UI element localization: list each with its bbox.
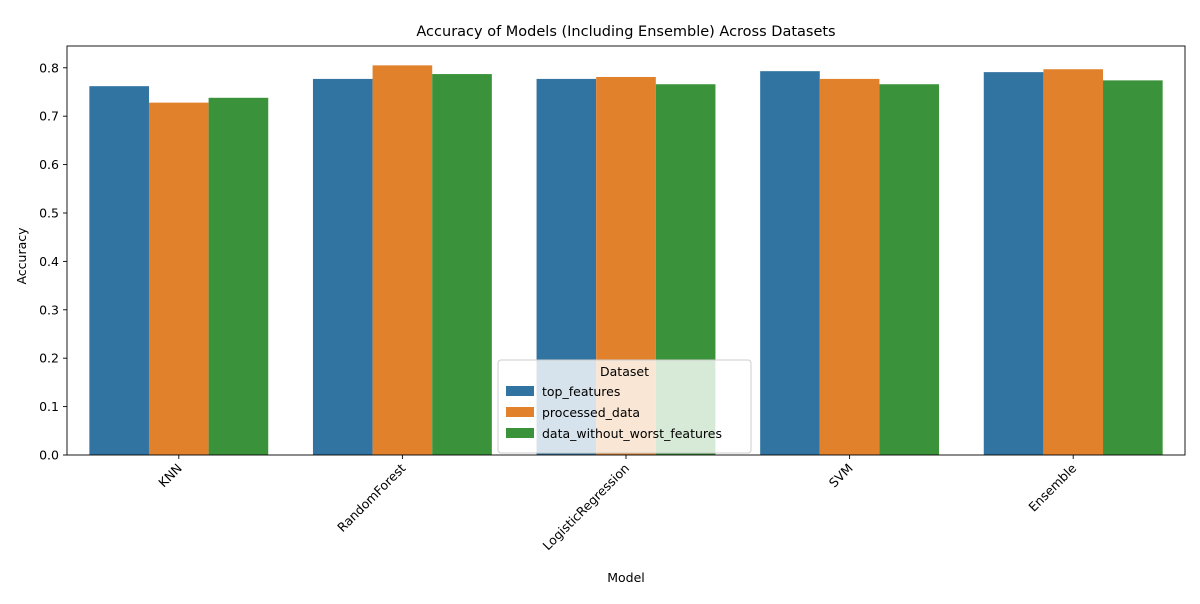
x-tick-label: LogisticRegression xyxy=(540,461,633,554)
legend-swatch-top_features xyxy=(506,386,534,396)
y-tick-label: 0.5 xyxy=(39,205,59,220)
legend-entry-processed_data: processed_data xyxy=(542,405,640,420)
bar-processed_data-Ensemble xyxy=(1043,69,1104,455)
legend-title: Dataset xyxy=(600,364,649,379)
legend: Dataset top_features processed_data data_wi… xyxy=(497,359,752,454)
y-tick-label: 0.6 xyxy=(39,157,59,172)
chart-title: Accuracy of Models (Including Ensemble) … xyxy=(416,24,835,40)
legend-swatch-processed_data xyxy=(506,407,534,417)
x-tick-label: Ensemble xyxy=(1025,460,1079,514)
legend-entry-data_without_worst_features: data_without_worst_features xyxy=(542,426,722,441)
bar-processed_data-KNN xyxy=(148,102,209,455)
bar-processed_data-SVM xyxy=(819,78,880,456)
x-tick-label: KNN xyxy=(155,461,185,491)
x-tick-label: SVM xyxy=(826,461,856,491)
legend-entry-top_features: top_features xyxy=(542,384,620,399)
y-tick-label: 0.7 xyxy=(39,109,59,124)
bar-processed_data-RandomForest xyxy=(372,65,433,455)
bar-top_features-SVM xyxy=(760,71,820,456)
bar-top_features-Ensemble xyxy=(983,72,1044,456)
bar-data_without_worst_features-Ensemble xyxy=(1103,80,1163,456)
legend-box xyxy=(497,359,752,454)
y-tick-label: 0.4 xyxy=(39,254,59,269)
x-tick-label: RandomForest xyxy=(334,460,408,534)
y-tick-label: 0.8 xyxy=(39,60,59,75)
y-axis-label: Accuracy xyxy=(14,227,29,285)
bar-data_without_worst_features-SVM xyxy=(879,84,940,456)
y-tick-label: 0.3 xyxy=(39,302,59,317)
bar-top_features-RandomForest xyxy=(312,78,373,456)
y-tick-label: 0.1 xyxy=(39,399,59,414)
legend-swatch-data_without_worst_features xyxy=(506,428,534,438)
x-axis-label: Model xyxy=(607,570,645,585)
y-tick-label: 0.0 xyxy=(39,448,59,463)
y-tick-label: 0.2 xyxy=(39,351,59,366)
bar-top_features-KNN xyxy=(89,86,149,456)
bar-data_without_worst_features-KNN xyxy=(208,97,269,456)
bar-data_without_worst_features-RandomForest xyxy=(432,74,492,456)
